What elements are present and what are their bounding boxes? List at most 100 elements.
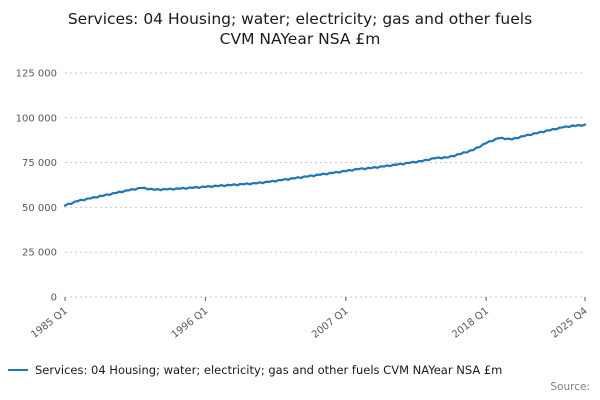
data-point-marker (181, 186, 185, 189)
data-point-marker (360, 167, 363, 170)
chart-title-line1: Services: 04 Housing; water; electricity… (67, 10, 533, 28)
data-point-marker (478, 145, 481, 149)
data-point-marker (280, 179, 284, 182)
data-point-marker (274, 180, 277, 183)
data-point-marker (86, 197, 89, 200)
data-point-marker (510, 138, 513, 141)
data-point-marker (315, 173, 319, 176)
data-point-marker (159, 188, 162, 192)
data-point-marker (507, 137, 510, 140)
data-point-marker (271, 179, 274, 182)
chart-legend: Services: 04 Housing; water; electricity… (8, 363, 596, 377)
data-point-marker (118, 190, 121, 193)
data-point-marker (111, 192, 114, 195)
data-point-marker (545, 129, 548, 132)
data-point-marker (134, 188, 137, 191)
data-point-marker (223, 184, 226, 188)
data-point-marker (207, 185, 210, 188)
data-point-marker (472, 148, 475, 152)
data-point-marker (264, 180, 268, 183)
data-point-marker (70, 202, 73, 205)
data-point-marker (418, 159, 421, 163)
data-point-marker (469, 149, 472, 152)
data-point-marker (344, 170, 347, 173)
data-point-marker (567, 125, 571, 129)
x-tick-label: 2025 Q4 (549, 306, 590, 341)
x-tick-label: 2018 Q1 (450, 306, 491, 341)
data-point-marker (146, 188, 150, 191)
data-point-marker (252, 181, 255, 185)
data-point-marker (172, 188, 175, 191)
data-point-marker (328, 171, 331, 174)
data-point-marker (574, 124, 577, 128)
y-tick-label: 75 000 (22, 158, 57, 169)
data-point-marker (523, 134, 526, 138)
data-point-marker (312, 175, 315, 178)
data-point-marker (220, 184, 223, 187)
legend-line-icon (8, 369, 28, 371)
data-point-marker (555, 128, 558, 131)
data-point-marker (108, 193, 111, 196)
data-point-marker (421, 160, 424, 163)
data-point-marker (488, 140, 491, 143)
data-point-marker (382, 165, 386, 168)
data-point-marker (268, 180, 271, 184)
data-point-marker (497, 137, 500, 140)
data-point-marker (197, 186, 201, 189)
data-point-marker (140, 186, 143, 190)
data-point-marker (459, 152, 462, 156)
data-point-marker (513, 136, 516, 140)
data-point-marker (465, 151, 469, 154)
data-point-marker (299, 176, 303, 179)
data-point-marker (558, 126, 561, 129)
data-point-marker (255, 182, 258, 185)
data-point-marker (188, 186, 191, 189)
data-point-marker (175, 187, 178, 190)
data-point-marker (392, 163, 395, 166)
x-tick-label: 1996 Q1 (170, 306, 211, 341)
data-point-marker (536, 132, 539, 135)
data-point-marker (408, 161, 411, 165)
data-point-marker (376, 166, 379, 169)
data-point-marker (481, 143, 485, 146)
data-point-marker (500, 136, 504, 139)
y-tick-label: 100 000 (16, 113, 57, 124)
data-point-marker (226, 183, 229, 186)
data-point-marker (63, 204, 67, 207)
data-point-marker (414, 161, 418, 164)
data-point-marker (236, 184, 239, 187)
data-point-marker (296, 176, 299, 179)
data-point-marker (373, 166, 376, 169)
data-point-marker (433, 157, 437, 160)
x-tick-label: 2007 Q1 (310, 306, 351, 341)
data-point-marker (309, 174, 312, 177)
data-point-marker (475, 146, 478, 149)
data-point-marker (83, 199, 86, 202)
data-point-marker (210, 185, 213, 189)
data-point-marker (127, 189, 130, 192)
data-point-marker (516, 137, 520, 140)
data-point-marker (284, 177, 287, 181)
data-point-marker (232, 183, 236, 186)
data-point-marker (277, 178, 280, 182)
data-point-marker (121, 191, 124, 194)
data-point-marker (440, 157, 443, 160)
data-point-marker (548, 129, 552, 132)
data-point-marker (165, 188, 169, 191)
chart-title: Services: 04 Housing; water; electricity… (0, 0, 600, 50)
data-point-marker (229, 184, 232, 187)
data-point-marker (204, 185, 207, 189)
data-point-marker (402, 163, 405, 166)
data-point-marker (580, 124, 583, 127)
legend-label: Services: 04 Housing; water; electricity… (35, 363, 503, 377)
data-point-marker (386, 164, 389, 167)
data-point-marker (552, 127, 555, 131)
data-point-marker (242, 183, 245, 186)
y-tick-label: 50 000 (22, 203, 57, 214)
data-point-marker (341, 169, 344, 173)
data-point-marker (366, 166, 370, 169)
data-point-marker (306, 175, 309, 178)
data-point-marker (258, 181, 261, 184)
data-point-marker (427, 159, 430, 162)
data-point-marker (354, 168, 357, 171)
